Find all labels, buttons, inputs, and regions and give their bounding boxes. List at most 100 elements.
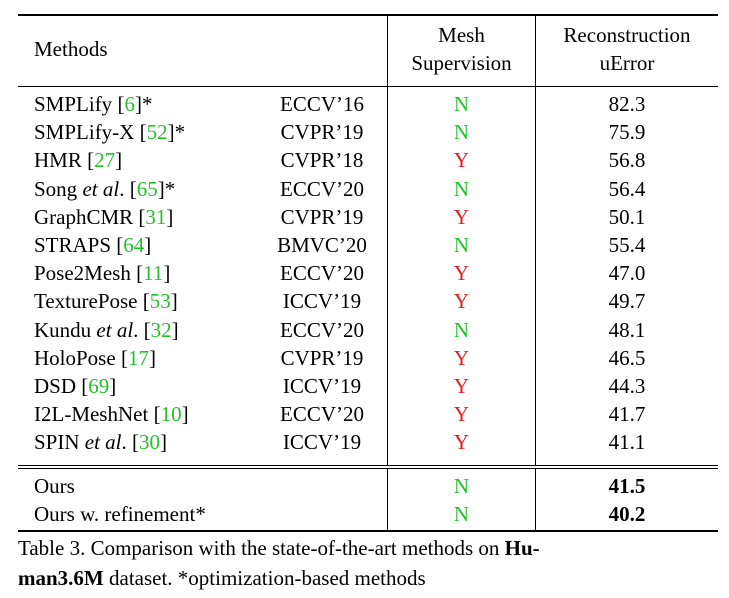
citation-link[interactable]: 69 — [88, 374, 110, 398]
optimization-marker: * — [164, 177, 176, 201]
citation-link[interactable]: 31 — [145, 205, 167, 229]
caption-dataset-part2: man3.6M — [18, 566, 104, 590]
method-venue: CVPR’19 — [280, 205, 364, 229]
method-etal: et al — [82, 177, 120, 201]
method-venue: ECCV’20 — [280, 261, 364, 285]
mesh-supervision-flag: Y — [453, 148, 470, 172]
reconstruction-error: 46.5 — [608, 346, 646, 370]
method-name: Song et al. [65]* — [34, 177, 176, 201]
header-mesh-line2: Supervision — [411, 51, 512, 75]
reconstruction-error: 47.0 — [608, 261, 646, 285]
header-recon-line2: uError — [599, 51, 655, 75]
citation-link[interactable]: 17 — [127, 346, 149, 370]
method-label: Pose2Mesh — [34, 261, 131, 285]
method-label: SMPLify-X — [34, 120, 135, 144]
method-label: DSD — [34, 374, 77, 398]
mesh-supervision-flag: Y — [453, 402, 470, 426]
method-venue: CVPR’19 — [280, 120, 364, 144]
reconstruction-error: 55.4 — [608, 233, 646, 257]
caption-dataset-part1: Hu- — [504, 536, 540, 560]
mesh-supervision-flag: N — [453, 318, 470, 342]
header-recon-line1: Reconstruction — [563, 23, 691, 47]
method-name: HoloPose [17] — [34, 346, 156, 370]
citation-link[interactable]: 65 — [136, 177, 158, 201]
mesh-supervision-flag: Y — [453, 261, 470, 285]
column-divider-1-body — [387, 87, 388, 465]
header-methods: Methods — [34, 37, 108, 61]
bottom-rule — [18, 530, 718, 532]
section-rule-2 — [18, 468, 718, 469]
column-divider-2 — [535, 16, 536, 86]
ours-reconstruction-error: 41.5 — [608, 474, 646, 498]
citation-link[interactable]: 64 — [123, 233, 145, 257]
method-name: SPIN et al. [30] — [34, 430, 168, 454]
method-name: Pose2Mesh [11] — [34, 261, 171, 285]
method-label: Kundu — [34, 318, 97, 342]
method-label: GraphCMR — [34, 205, 134, 229]
mesh-supervision-flag: Y — [453, 205, 470, 229]
method-label: Song — [34, 177, 83, 201]
table-caption: Table 3. Comparison with the state-of-th… — [18, 533, 718, 593]
reconstruction-error: 56.8 — [608, 148, 646, 172]
method-venue: CVPR’19 — [280, 346, 364, 370]
method-label: SMPLify — [34, 92, 113, 116]
method-etal: et al — [84, 430, 122, 454]
reconstruction-error: 41.1 — [608, 430, 646, 454]
mesh-supervision-flag: N — [453, 177, 470, 201]
citation-link[interactable]: 53 — [149, 289, 171, 313]
optimization-marker: * — [141, 92, 153, 116]
citation-link[interactable]: 11 — [143, 261, 164, 285]
citation-link[interactable]: 27 — [94, 148, 116, 172]
method-label: HMR — [34, 148, 82, 172]
method-label: I2L-MeshNet — [34, 402, 149, 426]
citation-link[interactable]: 52 — [146, 120, 168, 144]
ours-reconstruction-error: 40.2 — [608, 502, 646, 526]
method-period: . — [133, 318, 139, 342]
method-name: SMPLify [6]* — [34, 92, 153, 116]
reconstruction-error: 48.1 — [608, 318, 646, 342]
mesh-supervision-flag: N — [453, 120, 470, 144]
mesh-supervision-flag: Y — [453, 430, 470, 454]
method-venue: ECCV’20 — [280, 318, 364, 342]
column-divider-1 — [387, 16, 388, 86]
method-name: TexturePose [53] — [34, 289, 178, 313]
ours-method-name: Ours w. refinement* — [34, 502, 206, 526]
citation-link[interactable]: 32 — [150, 318, 172, 342]
caption-suffix: dataset. *optimization-based methods — [103, 566, 426, 590]
method-name: STRAPS [64] — [34, 233, 152, 257]
ours-mesh-supervision-flag: N — [453, 502, 470, 526]
method-venue: ICCV’19 — [282, 374, 362, 398]
optimization-marker: * — [174, 120, 186, 144]
column-divider-1-ours — [387, 469, 388, 530]
column-divider-2-body — [535, 87, 536, 465]
citation-link[interactable]: 6 — [124, 92, 135, 116]
method-label: STRAPS — [34, 233, 112, 257]
method-venue: ECCV’20 — [280, 402, 364, 426]
reconstruction-error: 75.9 — [608, 120, 646, 144]
method-label: SPIN — [34, 430, 85, 454]
mesh-supervision-flag: Y — [453, 346, 470, 370]
citation-link[interactable]: 30 — [139, 430, 161, 454]
method-venue: ECCV’16 — [280, 92, 364, 116]
ours-method-name: Ours — [34, 474, 75, 498]
method-name: I2L-MeshNet [10] — [34, 402, 189, 426]
reconstruction-error: 41.7 — [608, 402, 646, 426]
header-rule — [18, 86, 718, 87]
mesh-supervision-flag: Y — [453, 289, 470, 313]
method-venue: ICCV’19 — [282, 430, 362, 454]
top-rule — [18, 14, 718, 16]
method-name: Kundu et al. [32] — [34, 318, 179, 342]
reconstruction-error: 49.7 — [608, 289, 646, 313]
reconstruction-error: 44.3 — [608, 374, 646, 398]
method-venue: BMVC’20 — [277, 233, 367, 257]
caption-prefix: Table 3. Comparison with the state-of-th… — [18, 536, 505, 560]
ours-mesh-supervision-flag: N — [453, 474, 470, 498]
reconstruction-error: 50.1 — [608, 205, 646, 229]
method-name: HMR [27] — [34, 148, 123, 172]
method-venue: CVPR’18 — [280, 148, 364, 172]
mesh-supervision-flag: N — [453, 233, 470, 257]
header-mesh-line1: Mesh — [438, 23, 485, 47]
citation-link[interactable]: 10 — [160, 402, 182, 426]
reconstruction-error: 56.4 — [608, 177, 646, 201]
reconstruction-error: 82.3 — [608, 92, 646, 116]
